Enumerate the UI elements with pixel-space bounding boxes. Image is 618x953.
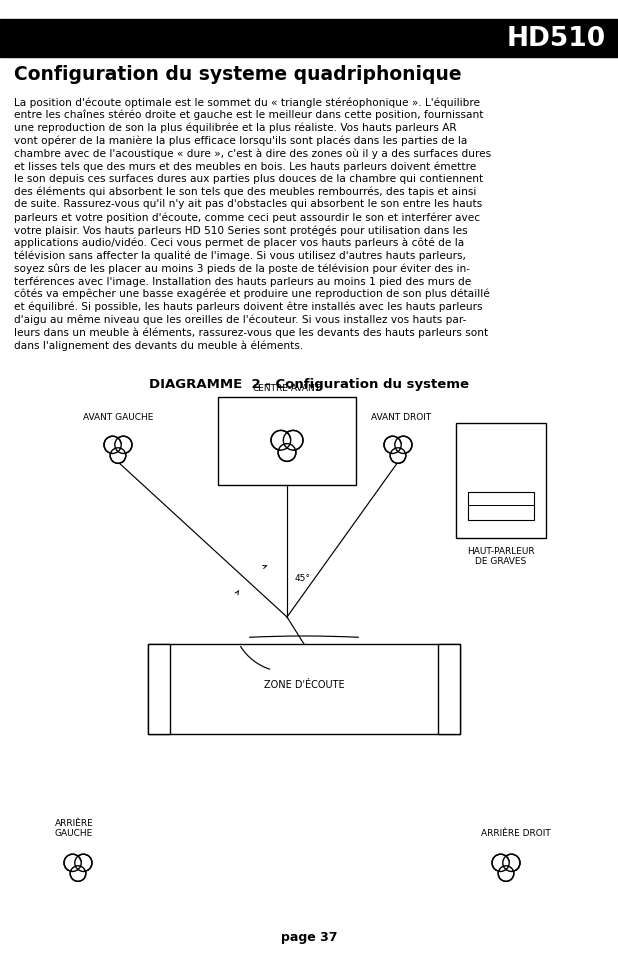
Text: AVANT GAUCHE: AVANT GAUCHE xyxy=(83,413,153,421)
Text: ARRIÈRE
GAUCHE: ARRIÈRE GAUCHE xyxy=(54,818,93,837)
Text: des éléments qui absorbent le son tels que des meubles rembourrés, des tapis et : des éléments qui absorbent le son tels q… xyxy=(14,187,476,197)
Bar xyxy=(438,644,460,734)
Text: Configuration du systeme quadriphonique: Configuration du systeme quadriphonique xyxy=(14,66,462,85)
Text: AVANT DROIT: AVANT DROIT xyxy=(371,413,431,421)
Text: CENTRE-AVANT: CENTRE-AVANT xyxy=(253,384,321,393)
Circle shape xyxy=(492,854,509,871)
Text: le son depuis ces surfaces dures aux parties plus douces de la chambre qui conti: le son depuis ces surfaces dures aux par… xyxy=(14,173,483,184)
Text: chambre avec de l'acoustique « dure », c'est à dire des zones où il y a des surf: chambre avec de l'acoustique « dure », c… xyxy=(14,148,491,158)
Circle shape xyxy=(390,448,406,464)
Circle shape xyxy=(283,431,303,451)
Text: une reproduction de son la plus équilibrée et la plus réaliste. Vos hauts parleu: une reproduction de son la plus équilibr… xyxy=(14,123,457,133)
Text: ZONE D'ÉCOUTE: ZONE D'ÉCOUTE xyxy=(264,679,344,689)
Bar xyxy=(0,20,618,58)
Text: côtés va empêcher une basse exagérée et produire une reproduction de son plus dé: côtés va empêcher une basse exagérée et … xyxy=(14,289,489,299)
Text: terférences avec l'image. Installation des hauts parleurs au moins 1 pied des mu: terférences avec l'image. Installation d… xyxy=(14,276,472,287)
Circle shape xyxy=(498,866,514,882)
Bar xyxy=(468,493,534,520)
Circle shape xyxy=(391,443,405,457)
Text: d'aigu au même niveau que les oreilles de l'écouteur. Si vous installez vos haut: d'aigu au même niveau que les oreilles d… xyxy=(14,314,467,325)
Circle shape xyxy=(71,861,85,875)
Text: leurs dans un meuble à éléments, rassurez-vous que les devants des hauts parleur: leurs dans un meuble à éléments, rassure… xyxy=(14,327,488,337)
Text: applications audio/vidéo. Ceci vous permet de placer vos hauts parleurs à côté d: applications audio/vidéo. Ceci vous perm… xyxy=(14,237,464,248)
Text: page 37: page 37 xyxy=(281,930,337,943)
Circle shape xyxy=(115,436,132,454)
Circle shape xyxy=(395,436,412,454)
Circle shape xyxy=(111,443,125,457)
Text: DIAGRAMME  2 - Configuration du systeme: DIAGRAMME 2 - Configuration du systeme xyxy=(149,377,469,391)
Bar xyxy=(148,644,460,734)
Circle shape xyxy=(503,854,520,871)
Text: 45°: 45° xyxy=(295,574,311,583)
Text: soyez sûrs de les placer au moins 3 pieds de la poste de télévision pour éviter : soyez sûrs de les placer au moins 3 pied… xyxy=(14,263,470,274)
Text: HAUT-PARLEUR: HAUT-PARLEUR xyxy=(467,546,535,556)
Circle shape xyxy=(110,448,126,464)
Text: HD510: HD510 xyxy=(507,26,606,52)
Circle shape xyxy=(271,431,290,451)
Circle shape xyxy=(104,436,121,454)
Text: vont opérer de la manière la plus efficace lorsqu'ils sont placés dans les parti: vont opérer de la manière la plus effica… xyxy=(14,135,467,146)
Text: dans l'alignement des devants du meuble à éléments.: dans l'alignement des devants du meuble … xyxy=(14,340,303,351)
Text: et lisses tels que des murs et des meubles en bois. Les hauts parleurs doivent é: et lisses tels que des murs et des meubl… xyxy=(14,161,476,172)
Circle shape xyxy=(279,438,295,455)
Text: parleurs et votre position d'écoute, comme ceci peut assourdir le son et interfé: parleurs et votre position d'écoute, com… xyxy=(14,212,480,222)
Circle shape xyxy=(499,861,513,875)
Bar xyxy=(148,644,170,734)
Bar xyxy=(218,397,356,485)
Text: entre les chaînes stéréo droite et gauche est le meilleur dans cette position, f: entre les chaînes stéréo droite et gauch… xyxy=(14,110,483,120)
Circle shape xyxy=(278,444,296,462)
Circle shape xyxy=(75,854,92,871)
Text: de suite. Rassurez-vous qu'il n'y ait pas d'obstacles qui absorbent le son entre: de suite. Rassurez-vous qu'il n'y ait pa… xyxy=(14,199,482,209)
Text: votre plaisir. Vos hauts parleurs HD 510 Series sont protégés pour utilisation d: votre plaisir. Vos hauts parleurs HD 510… xyxy=(14,225,468,235)
Text: La position d'écoute optimale est le sommet du « triangle stéréophonique ». L'éq: La position d'écoute optimale est le som… xyxy=(14,97,480,108)
Circle shape xyxy=(384,436,401,454)
Text: et équilibré. Si possible, les hauts parleurs doivent être installés avec les ha: et équilibré. Si possible, les hauts par… xyxy=(14,301,483,312)
Text: ARRIÈRE DROIT: ARRIÈRE DROIT xyxy=(481,828,551,837)
Text: télévision sans affecter la qualité de l'image. Si vous utilisez d'autres hauts : télévision sans affecter la qualité de l… xyxy=(14,251,466,261)
Text: DE GRAVES: DE GRAVES xyxy=(475,557,527,565)
Circle shape xyxy=(64,854,81,871)
Bar xyxy=(456,423,546,538)
Circle shape xyxy=(70,866,86,882)
